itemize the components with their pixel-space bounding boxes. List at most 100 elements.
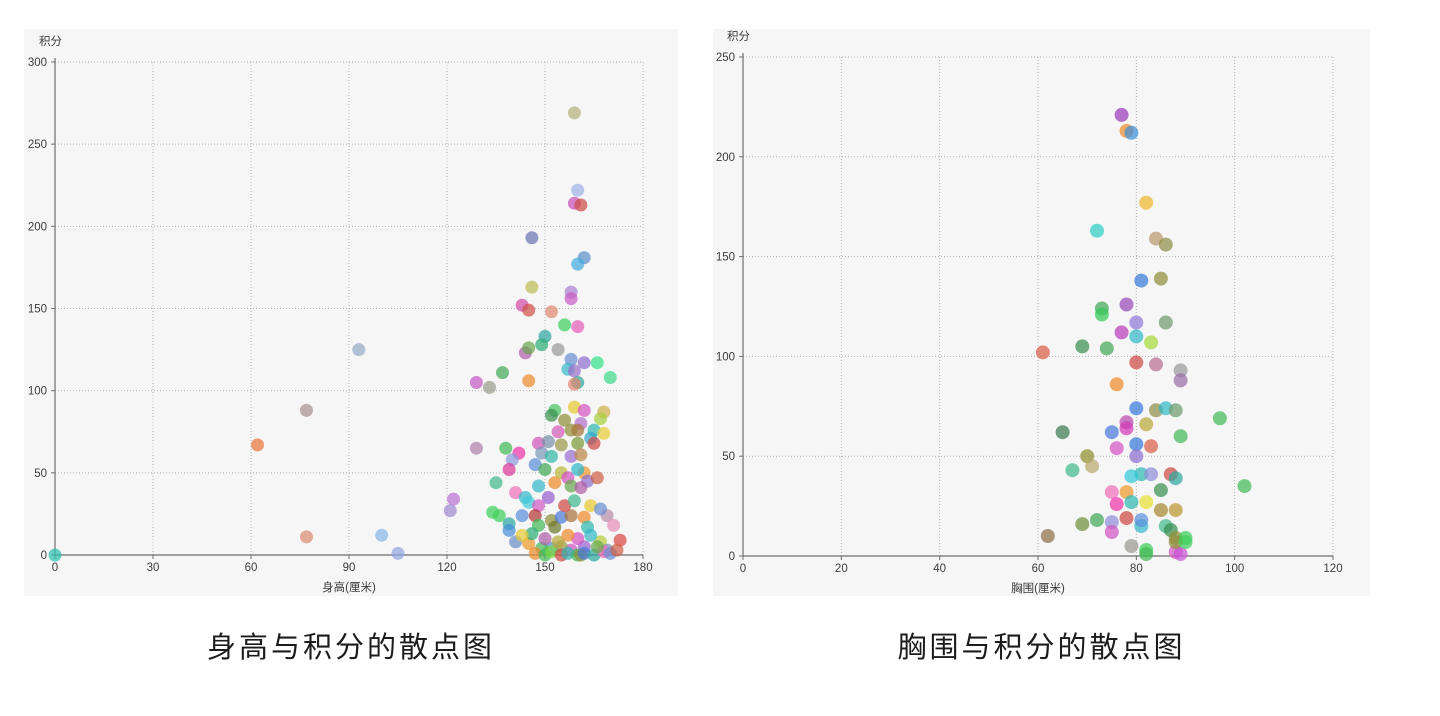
data-point[interactable]: [597, 426, 611, 440]
data-point[interactable]: [1168, 471, 1183, 486]
data-point[interactable]: [1173, 547, 1188, 561]
data-point[interactable]: [1149, 357, 1163, 372]
data-point[interactable]: [574, 481, 588, 495]
data-point[interactable]: [538, 463, 552, 476]
data-point[interactable]: [1168, 403, 1183, 418]
data-point[interactable]: [525, 527, 539, 541]
data-point[interactable]: [1065, 463, 1080, 478]
data-point[interactable]: [567, 364, 581, 378]
data-point[interactable]: [577, 403, 591, 417]
data-point[interactable]: [1134, 513, 1149, 528]
data-point[interactable]: [571, 320, 585, 334]
data-point[interactable]: [594, 502, 607, 516]
data-point[interactable]: [1158, 315, 1173, 330]
data-point[interactable]: [1085, 459, 1100, 474]
data-point[interactable]: [1075, 517, 1090, 532]
data-point[interactable]: [1114, 107, 1129, 122]
data-point[interactable]: [554, 510, 568, 524]
data-point[interactable]: [251, 438, 264, 452]
data-point[interactable]: [551, 343, 565, 357]
data-point[interactable]: [300, 403, 313, 417]
data-point[interactable]: [1129, 315, 1144, 330]
data-point[interactable]: [551, 535, 565, 549]
data-point[interactable]: [528, 546, 542, 560]
data-point[interactable]: [1173, 363, 1188, 378]
data-point[interactable]: [584, 528, 598, 542]
data-point[interactable]: [469, 376, 483, 389]
data-point[interactable]: [607, 518, 621, 532]
data-point[interactable]: [532, 436, 545, 450]
data-point[interactable]: [1212, 411, 1227, 426]
data-point[interactable]: [391, 546, 405, 560]
data-point[interactable]: [1104, 425, 1119, 440]
data-point[interactable]: [492, 509, 506, 523]
data-point[interactable]: [483, 380, 496, 394]
data-point[interactable]: [489, 476, 503, 490]
data-point[interactable]: [1237, 479, 1252, 494]
data-point[interactable]: [545, 305, 558, 319]
data-point[interactable]: [1139, 195, 1154, 210]
data-point[interactable]: [535, 338, 549, 352]
data-point[interactable]: [1124, 125, 1139, 140]
data-point[interactable]: [1158, 237, 1173, 252]
data-point[interactable]: [499, 441, 513, 455]
data-point[interactable]: [1035, 345, 1050, 360]
data-point[interactable]: [561, 528, 575, 542]
data-point[interactable]: [375, 528, 389, 542]
data-point[interactable]: [590, 356, 604, 370]
data-point[interactable]: [571, 532, 585, 546]
data-point[interactable]: [594, 412, 607, 426]
data-point[interactable]: [545, 408, 558, 422]
data-point[interactable]: [564, 352, 578, 366]
data-point[interactable]: [1124, 469, 1139, 484]
data-point[interactable]: [1104, 525, 1119, 539]
data-point[interactable]: [1099, 341, 1114, 356]
data-point[interactable]: [515, 509, 529, 523]
data-point[interactable]: [577, 510, 591, 524]
data-point[interactable]: [522, 374, 536, 388]
data-point[interactable]: [1075, 339, 1090, 354]
data-point[interactable]: [564, 292, 578, 306]
data-point[interactable]: [1139, 547, 1154, 561]
data-point[interactable]: [447, 492, 460, 506]
data-point[interactable]: [1129, 449, 1144, 464]
data-point[interactable]: [1134, 273, 1149, 288]
data-point[interactable]: [584, 499, 598, 513]
data-point[interactable]: [1124, 539, 1139, 553]
data-point[interactable]: [587, 436, 601, 450]
data-point[interactable]: [1178, 535, 1193, 549]
data-point[interactable]: [525, 231, 539, 245]
data-point[interactable]: [574, 448, 588, 462]
data-point[interactable]: [541, 435, 555, 449]
data-point[interactable]: [1104, 485, 1119, 500]
data-point[interactable]: [551, 425, 565, 439]
data-point[interactable]: [554, 438, 568, 452]
data-point[interactable]: [1094, 307, 1109, 322]
data-point[interactable]: [571, 183, 585, 197]
data-point[interactable]: [567, 106, 581, 120]
data-point[interactable]: [528, 458, 542, 472]
data-point[interactable]: [522, 341, 536, 355]
data-point[interactable]: [505, 453, 519, 467]
data-point[interactable]: [525, 280, 539, 294]
data-point[interactable]: [1129, 437, 1144, 452]
data-point[interactable]: [1119, 297, 1134, 312]
data-point[interactable]: [567, 494, 581, 508]
data-point[interactable]: [469, 441, 483, 455]
data-point[interactable]: [1119, 421, 1134, 436]
data-point[interactable]: [1129, 401, 1144, 416]
data-point[interactable]: [1129, 329, 1144, 344]
data-point[interactable]: [535, 446, 549, 460]
data-point[interactable]: [1109, 441, 1124, 456]
data-point[interactable]: [509, 486, 523, 500]
data-point[interactable]: [1173, 429, 1188, 444]
data-point[interactable]: [1144, 439, 1159, 454]
data-point[interactable]: [558, 318, 572, 332]
data-point[interactable]: [1124, 495, 1139, 510]
data-point[interactable]: [571, 463, 585, 476]
data-point[interactable]: [1055, 425, 1070, 440]
data-point[interactable]: [1173, 373, 1188, 388]
data-point[interactable]: [548, 476, 562, 490]
data-point[interactable]: [1090, 513, 1104, 528]
data-point[interactable]: [1040, 529, 1055, 543]
